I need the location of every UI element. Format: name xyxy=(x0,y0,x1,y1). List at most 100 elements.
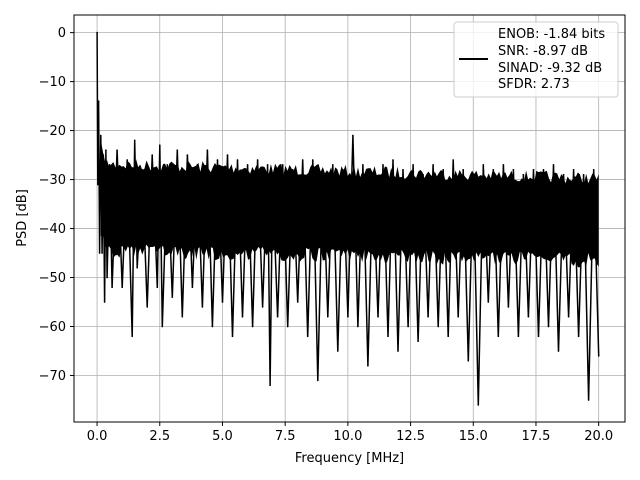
psd-data-point xyxy=(452,159,455,161)
psd-data-point xyxy=(231,335,234,338)
psd-data-point xyxy=(226,154,229,156)
psd-data-point xyxy=(116,149,118,151)
psd-data-point xyxy=(587,399,590,401)
psd-data-point xyxy=(211,325,214,328)
psd-data-point xyxy=(537,335,540,338)
psd-data-point xyxy=(102,154,105,156)
x-tick-label: 15.0 xyxy=(459,429,488,444)
psd-data-point xyxy=(317,379,319,382)
plot-area xyxy=(96,31,600,406)
psd-data-point xyxy=(392,159,394,161)
y-axis: 0 −10 −20 −30 −40 −50 −60 −70 xyxy=(39,26,74,384)
psd-data-point xyxy=(487,301,490,303)
psd-data-point xyxy=(327,315,329,318)
psd-data-point xyxy=(502,164,505,166)
x-tick-label: 5.0 xyxy=(212,429,233,444)
legend-snr: SNR: -8.97 dB xyxy=(498,44,588,59)
psd-data-point xyxy=(98,252,101,254)
psd-data-point xyxy=(462,169,465,171)
psd-data-point xyxy=(121,286,123,289)
psd-data-point xyxy=(156,286,159,289)
psd-data-point xyxy=(507,306,510,308)
psd-data-point xyxy=(402,169,404,171)
psd-data-point xyxy=(146,306,148,308)
psd-data-point xyxy=(216,159,219,161)
y-tick-label: −20 xyxy=(39,124,66,139)
psd-data-point xyxy=(206,149,209,151)
psd-data-point xyxy=(382,164,384,166)
psd-data-point xyxy=(159,144,161,147)
psd-data-point xyxy=(141,169,143,171)
psd-data-point xyxy=(221,301,224,303)
psd-data-point xyxy=(497,335,500,338)
y-tick-label: 0 xyxy=(58,26,66,41)
y-axis-label: PSD [dB] xyxy=(15,189,30,247)
psd-data-point xyxy=(103,301,106,303)
psd-data-point xyxy=(271,178,274,181)
psd-data-point xyxy=(105,149,107,151)
psd-data-point xyxy=(186,154,189,156)
psd-data-point xyxy=(97,183,99,186)
psd-data-point xyxy=(108,164,111,166)
psd-data-point xyxy=(296,301,299,303)
psd-data-point xyxy=(131,335,133,338)
y-tick-label: −10 xyxy=(39,75,66,90)
psd-data-point xyxy=(291,169,294,171)
psd-data-point xyxy=(387,335,389,338)
psd-data-point xyxy=(347,315,349,318)
psd-data-point xyxy=(417,340,419,343)
x-tick-label: 0.0 xyxy=(87,429,108,444)
psd-data-point xyxy=(196,164,199,166)
legend-enob: ENOB: -1.84 bits xyxy=(498,27,605,42)
psd-data-point xyxy=(171,296,174,298)
psd-data-point xyxy=(532,169,535,171)
x-axis: 0.0 2.5 5.0 7.5 10.0 12.5 15.0 17.5 20.0 xyxy=(87,422,613,444)
psd-series-line xyxy=(96,32,600,406)
psd-data-point xyxy=(276,315,279,318)
psd-data-point xyxy=(306,335,309,338)
psd-data-point xyxy=(407,325,409,328)
psd-data-point xyxy=(176,149,179,151)
psd-data-point xyxy=(547,325,550,328)
psd-data-point xyxy=(201,306,204,308)
psd-data-point xyxy=(522,173,525,176)
psd-data-point xyxy=(527,315,530,318)
psd-data-point xyxy=(512,169,515,171)
x-tick-label: 7.5 xyxy=(275,429,296,444)
psd-data-point xyxy=(357,325,359,328)
psd-data-point xyxy=(246,164,249,166)
psd-data-point xyxy=(492,169,495,171)
psd-data-point xyxy=(447,335,450,338)
psd-data-point xyxy=(106,276,108,279)
psd-data-point xyxy=(397,350,399,352)
legend-sfdr: SFDR: 2.73 xyxy=(498,77,570,92)
psd-data-point xyxy=(96,31,98,34)
psd-data-point xyxy=(412,164,414,166)
psd-data-point xyxy=(337,350,339,352)
legend-sinad: SINAD: -9.32 dB xyxy=(498,61,602,76)
x-tick-label: 17.5 xyxy=(521,429,550,444)
y-tick-label: −30 xyxy=(39,173,66,188)
x-tick-label: 10.0 xyxy=(333,429,362,444)
psd-data-point xyxy=(432,164,434,166)
psd-data-point xyxy=(166,164,169,166)
psd-data-point xyxy=(477,404,480,406)
psd-data-point xyxy=(151,154,153,156)
psd-data-point xyxy=(256,159,259,161)
series-layer xyxy=(96,31,600,406)
psd-data-point xyxy=(457,315,460,318)
psd-data-point xyxy=(567,315,570,318)
psd-data-point xyxy=(111,286,113,289)
psd-data-point xyxy=(236,159,239,161)
psd-data-point xyxy=(133,139,136,142)
x-tick-label: 20.0 xyxy=(584,429,613,444)
psd-data-point xyxy=(572,169,575,171)
psd-data-point xyxy=(301,159,304,161)
psd-data-point xyxy=(377,315,379,318)
psd-data-point xyxy=(322,169,324,171)
psd-data-point xyxy=(427,315,429,318)
psd-data-point xyxy=(557,350,560,352)
psd-data-point xyxy=(261,306,264,308)
psd-data-point xyxy=(97,100,100,102)
psd-data-point xyxy=(286,325,289,328)
